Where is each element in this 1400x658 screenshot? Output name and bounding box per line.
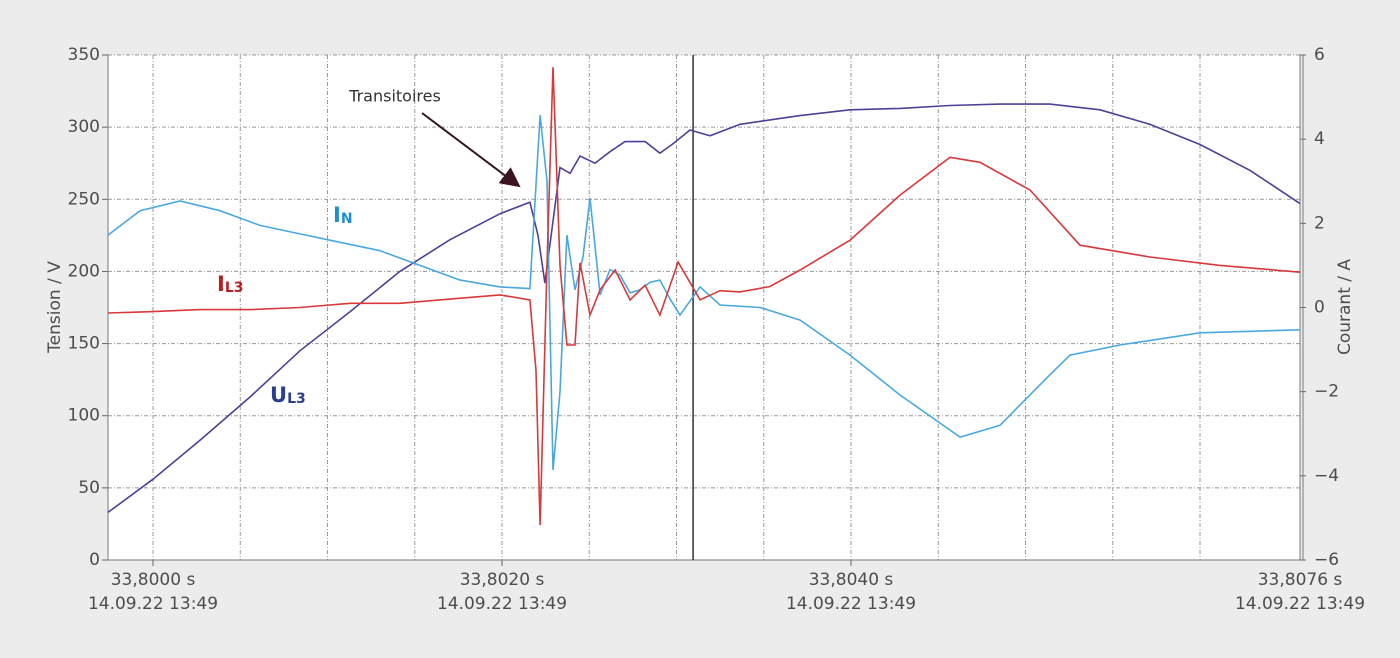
series-line: [107, 115, 1301, 470]
y2-tick-label: 2: [1314, 213, 1325, 233]
x-end-date: 14.09.22 13:49: [1235, 594, 1365, 614]
x-end-label: 33,8076 s: [1258, 570, 1343, 590]
series-label: IL3: [217, 272, 244, 296]
annotation-arrow: [421, 112, 521, 188]
series-label: UL3: [270, 383, 306, 407]
y-tick-label: 100: [68, 406, 100, 426]
y2-tick-label: 6: [1314, 45, 1325, 65]
x-tick-date: 14.09.22 13:49: [786, 594, 916, 614]
series-label: IN: [333, 203, 353, 227]
x-tick-label: 33,8020 s: [460, 570, 545, 590]
series-line: [107, 103, 1301, 514]
y2-tick-label: −6: [1314, 550, 1339, 570]
y2-tick-label: 0: [1314, 298, 1325, 318]
y-tick-label: 200: [68, 261, 100, 281]
y-axis-title: Tension / V: [45, 261, 65, 354]
series-line: [107, 67, 1301, 526]
y-tick-label: 0: [89, 550, 100, 570]
y-tick-label: 50: [78, 478, 100, 498]
x-tick-date: 14.09.22 13:49: [437, 594, 567, 614]
y2-axis-title: Courant / A: [1335, 259, 1355, 355]
y-tick-label: 350: [68, 45, 100, 65]
y2-tick-label: 4: [1314, 129, 1325, 149]
y2-tick-label: −2: [1314, 382, 1339, 402]
x-tick-date: 14.09.22 13:49: [88, 594, 218, 614]
y-tick-label: 250: [68, 189, 100, 209]
y2-tick-label: −4: [1314, 466, 1339, 486]
y-tick-label: 300: [68, 117, 100, 137]
y-tick-label: 150: [68, 334, 100, 354]
x-tick-label: 33,8000 s: [111, 570, 196, 590]
annotation: Transitoires: [348, 87, 441, 106]
x-tick-label: 33,8040 s: [809, 570, 894, 590]
